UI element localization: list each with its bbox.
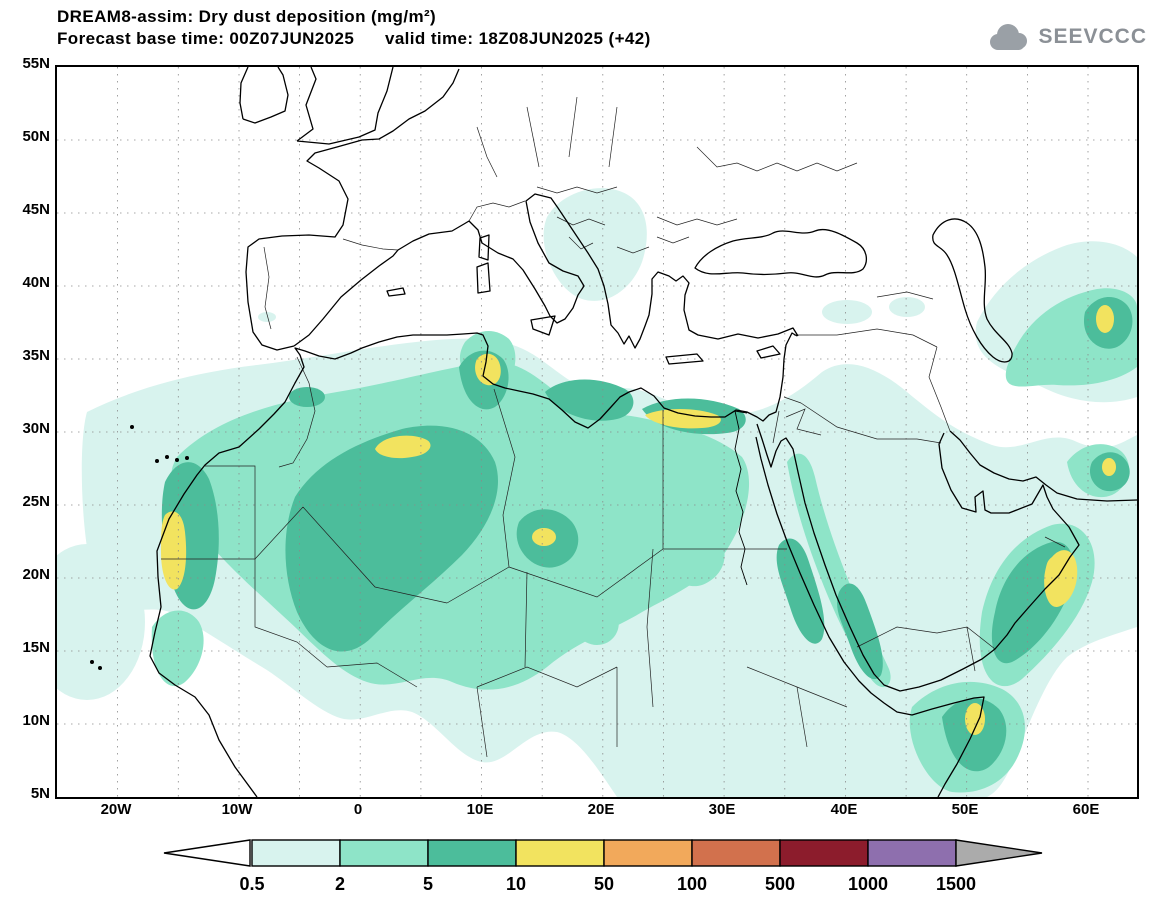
lat-label-40n: 40N [22, 274, 50, 291]
map-canvas [57, 67, 1137, 797]
lat-label-15n: 15N [22, 639, 50, 656]
dust-layer-10-50 [161, 305, 1116, 735]
island-sicily [530, 315, 556, 336]
colorbar-segment-10-50 [515, 839, 605, 867]
colorbar-label-5: 5 [423, 874, 433, 894]
colorbar-label-10: 10 [506, 874, 526, 894]
colorbar-label-1500: 1500 [936, 874, 976, 894]
island-ireland [239, 67, 289, 124]
lon-label-20e: 20E [587, 801, 615, 818]
cloud-icon [990, 24, 1028, 50]
lat-label-5n: 5N [30, 785, 50, 802]
map-title: DREAM8-assim: Dry dust deposition (mg/m²… [57, 7, 437, 26]
island-britain [296, 67, 394, 145]
coast-iran-gulf [949, 430, 1137, 502]
colorbar-label-100: 100 [677, 874, 707, 894]
island-crete [665, 353, 704, 365]
colorbar-label-50: 50 [594, 874, 614, 894]
lat-label-30n: 30N [22, 420, 50, 437]
lat-label-50n: 50N [22, 128, 50, 145]
lon-label-50e: 50E [951, 801, 979, 818]
colorbar-segment-100-500 [691, 839, 781, 867]
country-borders [161, 96, 1066, 758]
colorbar-label-500: 500 [765, 874, 795, 894]
colorbar-label-1000: 1000 [848, 874, 888, 894]
seevccc-logo: SEEVCCC [984, 20, 1147, 54]
lon-label-40e: 40E [830, 801, 858, 818]
lat-label-35n: 35N [22, 347, 50, 364]
lat-label-20n: 20N [22, 566, 50, 583]
coast-europe-atlantic [245, 68, 460, 351]
coast-black-sea [694, 228, 868, 278]
island-sardinia [476, 262, 491, 294]
island-balearics [386, 287, 406, 297]
coast-red-sea-africa [755, 436, 985, 797]
lon-label-20w: 20W [100, 801, 132, 818]
map-subtitle: Forecast base time: 00Z07JUN2025 valid t… [57, 29, 651, 48]
lat-label-45n: 45N [22, 201, 50, 218]
colorbar: 0.5 2 5 10 50 100 500 1000 1500 [163, 839, 1043, 894]
logo-text: SEEVCCC [1038, 25, 1147, 48]
lat-label-25n: 25N [22, 493, 50, 510]
colorbar-segment-5-10 [427, 839, 517, 867]
colorbar-segment-2-5 [339, 839, 429, 867]
lon-label-60e: 60E [1072, 801, 1100, 818]
island-corsica [478, 234, 490, 261]
lon-label-10w: 10W [221, 801, 253, 818]
lat-label-55n: 55N [22, 55, 50, 72]
river-nile [724, 410, 748, 586]
graticule [57, 67, 1137, 797]
colorbar-segment-50-100 [603, 839, 693, 867]
coast-caspian-sea [932, 218, 1013, 363]
coastlines [90, 67, 1137, 797]
colorbar-arrow-right [955, 839, 1043, 867]
coast-sinai-arabia [756, 423, 1080, 692]
lon-label-30e: 30E [708, 801, 736, 818]
colorbar-arrow-left [163, 839, 251, 867]
colorbar-label-0p5: 0.5 [239, 874, 264, 894]
island-cyprus [756, 345, 781, 359]
islands-canary [90, 425, 189, 670]
colorbar-segment-1000-1500 [867, 839, 957, 867]
colorbar-segment-500-1000 [779, 839, 869, 867]
coast-mediterranean-north [293, 193, 799, 349]
lon-label-10e: 10E [466, 801, 494, 818]
map-area [55, 65, 1139, 799]
lon-label-0: 0 [353, 801, 363, 818]
colorbar-segment-0p5-2 [251, 839, 341, 867]
header: DREAM8-assim: Dry dust deposition (mg/m²… [57, 6, 651, 50]
colorbar-label-2: 2 [335, 874, 345, 894]
lat-label-10n: 10N [22, 712, 50, 729]
